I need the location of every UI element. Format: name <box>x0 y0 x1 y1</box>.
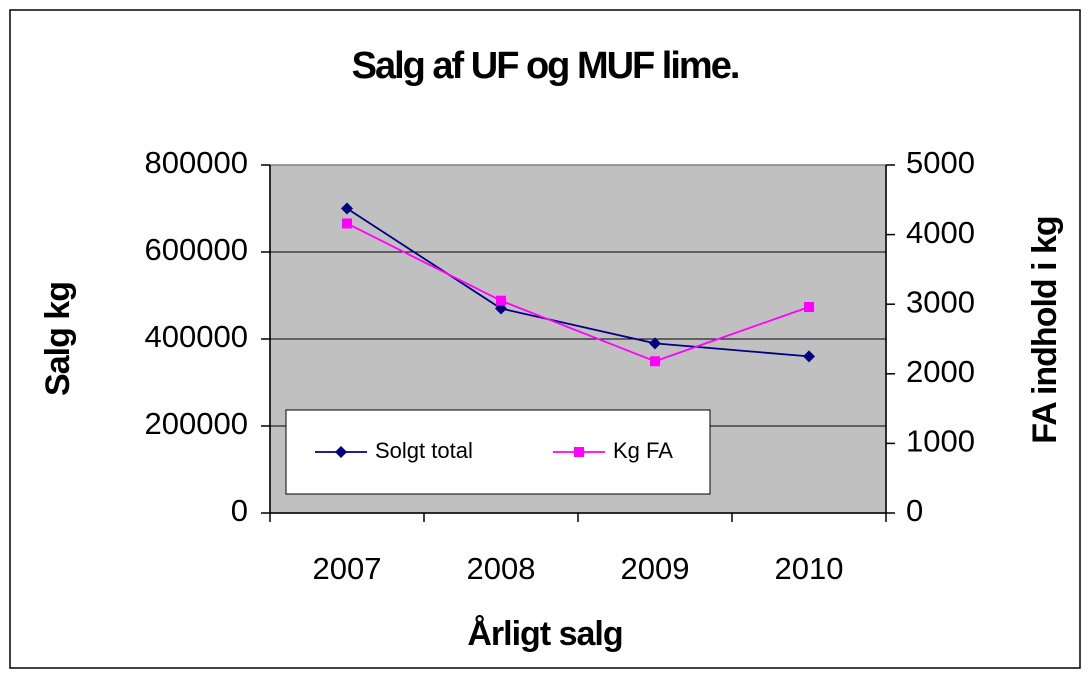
x-tick-label: 2009 <box>621 551 690 586</box>
y-tick-label: 800000 <box>145 145 248 180</box>
legend-label: Kg FA <box>613 438 673 463</box>
y2-tick-label: 5000 <box>906 145 975 180</box>
marker <box>650 356 660 367</box>
y-tick-label: 600000 <box>145 232 248 267</box>
x-tick-label: 2010 <box>775 551 844 586</box>
marker <box>341 202 353 215</box>
marker <box>649 337 661 350</box>
y2-axis-title: FA indhold i kg <box>1026 216 1064 443</box>
marker <box>804 301 814 312</box>
marker <box>342 218 352 229</box>
y-tick-label: 0 <box>231 493 248 528</box>
y2-tick-label: 3000 <box>906 284 975 319</box>
y2-tick-label: 2000 <box>906 354 975 389</box>
marker <box>803 350 815 363</box>
marker <box>335 446 347 458</box>
x-axis-title: Årligt salg <box>467 615 622 653</box>
y-tick-label: 200000 <box>145 406 248 441</box>
legend: Solgt total Kg FA <box>285 409 711 495</box>
y-tick-label: 400000 <box>145 319 248 354</box>
x-tick-label: 2007 <box>313 551 382 586</box>
y2-tick-label: 0 <box>906 493 923 528</box>
marker <box>574 447 584 457</box>
y-axis-title: Salg kg <box>39 282 77 396</box>
y2-tick-label: 4000 <box>906 215 975 250</box>
series-line <box>346 207 810 358</box>
marker <box>496 295 506 306</box>
x-tick-label: 2008 <box>467 551 536 586</box>
legend-label: Solgt total <box>375 438 473 463</box>
y2-tick-label: 1000 <box>906 424 975 459</box>
chart-title: Salg af UF og MUF lime. <box>352 45 739 87</box>
series-line <box>346 222 810 363</box>
